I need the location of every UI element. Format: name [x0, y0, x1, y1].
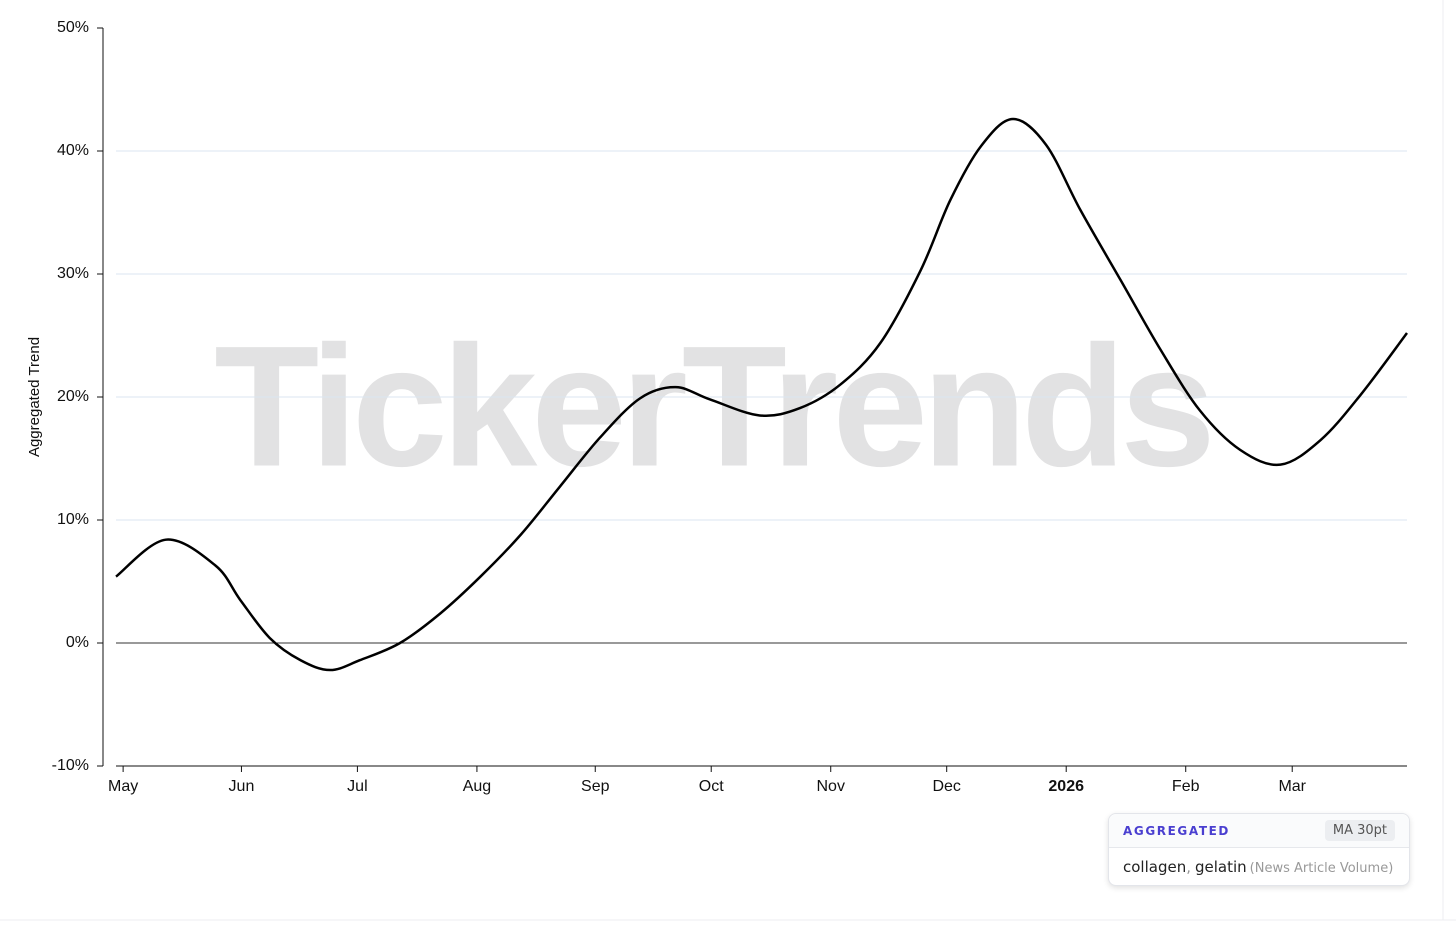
line — [115, 117, 1408, 672]
y-tick-label: 0% — [66, 634, 89, 651]
legend: AGGREGATED MA 30pt collagen, gelatin (News… — [1108, 813, 1410, 886]
y-tick-label: 50% — [57, 19, 89, 36]
x-tick-label: Aug — [463, 778, 491, 795]
y-axis-label: Aggregated Trend — [26, 337, 43, 457]
legend-badge: AGGREGATED — [1123, 823, 1230, 838]
y-tick-label: 30% — [57, 265, 89, 282]
x-tick-label: May — [108, 778, 138, 795]
legend-source: (News Article Volume) — [1249, 861, 1394, 876]
x-tick-label: 2026 — [1048, 778, 1084, 795]
y-tick-label: 20% — [57, 388, 89, 405]
legend-header: AGGREGATED MA 30pt — [1109, 814, 1409, 848]
x-tick-label: Jun — [229, 778, 255, 795]
x-tick-label: Feb — [1172, 778, 1200, 795]
x-tick-label: Nov — [817, 778, 845, 795]
legend-separator: , — [1186, 858, 1191, 876]
x-tick-label: Jul — [347, 778, 367, 795]
legend-method: MA 30pt — [1324, 820, 1395, 841]
legend-row: collagen, gelatin (News Article Volume) — [1109, 848, 1409, 886]
y-tick-label: 40% — [57, 142, 89, 159]
x-tick-label: Dec — [932, 778, 960, 795]
x-tick-label: Oct — [699, 778, 724, 795]
y-tick-label: -10% — [52, 757, 89, 774]
y-tick-label: 10% — [57, 511, 89, 528]
legend-term: collagen — [1123, 858, 1187, 876]
legend-term: gelatin — [1195, 858, 1247, 876]
watermark: TickerTrends — [214, 310, 1210, 502]
x-tick-label: Mar — [1278, 778, 1306, 795]
x-tick-label: Sep — [581, 778, 610, 795]
